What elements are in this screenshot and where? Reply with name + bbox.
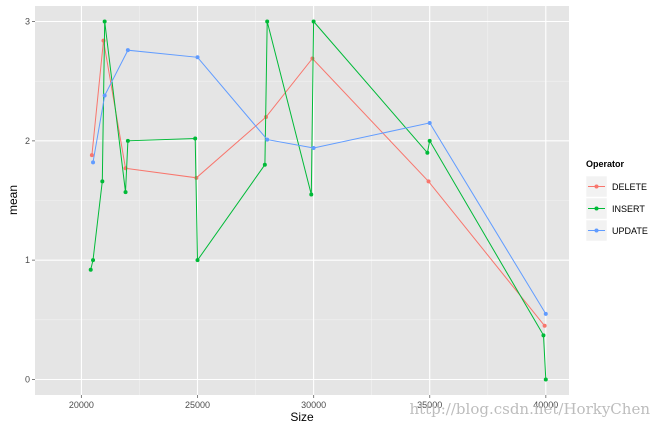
x-tick-label: 25000 [185,400,210,410]
data-point-insert [102,19,107,24]
y-tick-label: 3 [25,17,30,27]
data-point-insert [88,267,93,272]
watermark-text: http://blog.csdn.net/HorkyChen [409,400,650,418]
x-tick-label: 30000 [301,400,326,410]
legend: Operator DELETE INSERT UPDATE [585,159,648,242]
legend-label-insert: INSERT [612,204,645,214]
data-point-delete [310,56,315,61]
y-tick-label: 1 [25,255,30,265]
legend-label-delete: DELETE [612,182,647,192]
data-point-update [543,311,548,316]
legend-item-update: UPDATE [585,219,648,242]
data-point-insert [262,162,267,167]
data-point-insert [541,333,546,338]
series-layer [88,19,548,382]
data-point-update [102,93,107,98]
data-point-insert [311,19,316,24]
data-point-update [125,48,130,53]
y-axis-ticks: 0 1 2 3 [25,17,35,384]
data-point-update [427,120,432,125]
x-tick-label: 40000 [533,400,558,410]
data-point-update [195,55,200,60]
legend-key-point-insert [594,206,599,211]
data-point-insert [123,190,128,195]
data-point-insert [100,179,105,184]
series-line-delete [91,40,545,327]
legend-key-point-delete [594,184,599,189]
x-tick-label: 35000 [417,400,442,410]
data-point-update [91,160,96,165]
y-axis-title: mean [6,185,20,215]
data-point-insert [91,258,96,263]
data-point-delete [542,323,547,328]
legend-key-point-update [594,228,599,233]
grid-major [35,6,569,395]
data-point-insert [427,138,432,143]
series-delete [89,38,547,328]
data-point-insert [309,192,314,197]
x-tick-label: 20000 [69,400,94,410]
data-point-delete [89,153,94,158]
series-line-update [92,49,547,315]
x-axis-ticks: 20000 25000 30000 35000 40000 [69,395,558,410]
data-point-insert [193,136,198,141]
data-point-insert [125,138,130,143]
y-tick-label: 2 [25,136,30,146]
series-update [91,48,548,316]
x-axis-title: Size [290,410,314,424]
legend-item-insert: INSERT [585,197,645,220]
legend-label-update: UPDATE [612,226,648,236]
data-point-insert [425,150,430,155]
data-point-insert [543,377,548,382]
data-point-delete [426,179,431,184]
data-point-update [265,137,270,142]
data-point-insert [195,258,200,263]
legend-items: DELETE INSERT UPDATE [585,175,648,242]
grid-minor [35,6,569,395]
y-tick-label: 0 [25,374,30,384]
data-point-insert [265,19,270,24]
legend-item-delete: DELETE [585,175,647,198]
data-point-update [311,145,316,150]
legend-title: Operator [586,159,625,169]
